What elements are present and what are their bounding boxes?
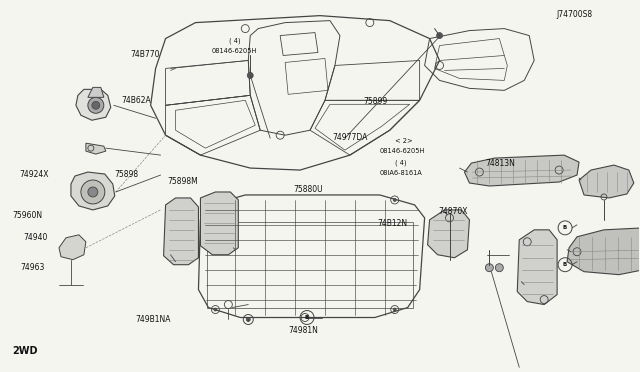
Text: B: B — [305, 315, 309, 320]
Text: 74B12N: 74B12N — [378, 219, 408, 228]
Text: 74B770: 74B770 — [130, 50, 159, 59]
Polygon shape — [428, 210, 469, 258]
Circle shape — [436, 33, 442, 39]
Polygon shape — [164, 198, 198, 265]
Circle shape — [393, 308, 396, 311]
Text: ( 4): ( 4) — [230, 38, 241, 44]
Circle shape — [88, 187, 98, 197]
Circle shape — [247, 73, 253, 78]
Circle shape — [88, 97, 104, 113]
Polygon shape — [86, 143, 106, 154]
Polygon shape — [76, 89, 111, 120]
Circle shape — [214, 198, 217, 202]
Text: 74963: 74963 — [20, 263, 45, 272]
Text: 08146-6205H: 08146-6205H — [380, 148, 425, 154]
Circle shape — [246, 318, 250, 321]
Polygon shape — [465, 155, 579, 186]
Polygon shape — [579, 165, 634, 198]
Text: 75880U: 75880U — [293, 185, 323, 194]
Text: 74924X: 74924X — [19, 170, 49, 179]
Polygon shape — [88, 87, 104, 97]
Text: 74981N: 74981N — [288, 326, 318, 335]
Circle shape — [485, 264, 493, 272]
Polygon shape — [517, 230, 557, 305]
Text: B: B — [563, 225, 567, 230]
Circle shape — [214, 308, 217, 311]
Text: ( 4): ( 4) — [396, 160, 407, 166]
Text: 75899: 75899 — [364, 97, 388, 106]
Text: 75898: 75898 — [115, 170, 139, 179]
Text: < 2>: < 2> — [396, 138, 413, 144]
Polygon shape — [567, 228, 640, 275]
Text: 74813N: 74813N — [486, 159, 516, 168]
Text: B: B — [563, 262, 567, 267]
Polygon shape — [71, 172, 115, 210]
Text: 75960N: 75960N — [13, 211, 43, 220]
Circle shape — [92, 101, 100, 109]
Text: 74977DA: 74977DA — [333, 133, 368, 142]
Text: 08146-6205H: 08146-6205H — [212, 48, 257, 54]
Circle shape — [81, 180, 105, 204]
Text: 749B1NA: 749B1NA — [135, 315, 171, 324]
Text: J74700S8: J74700S8 — [556, 10, 592, 19]
Polygon shape — [200, 192, 238, 255]
Text: 74B62A: 74B62A — [121, 96, 151, 105]
Circle shape — [495, 264, 503, 272]
Text: 74870X: 74870X — [438, 208, 467, 217]
Circle shape — [393, 198, 396, 202]
Text: 2WD: 2WD — [13, 346, 38, 356]
Text: 75898M: 75898M — [167, 177, 198, 186]
Polygon shape — [59, 235, 86, 260]
Text: 74940: 74940 — [24, 233, 48, 243]
Text: 08IA6-8161A: 08IA6-8161A — [380, 170, 422, 176]
